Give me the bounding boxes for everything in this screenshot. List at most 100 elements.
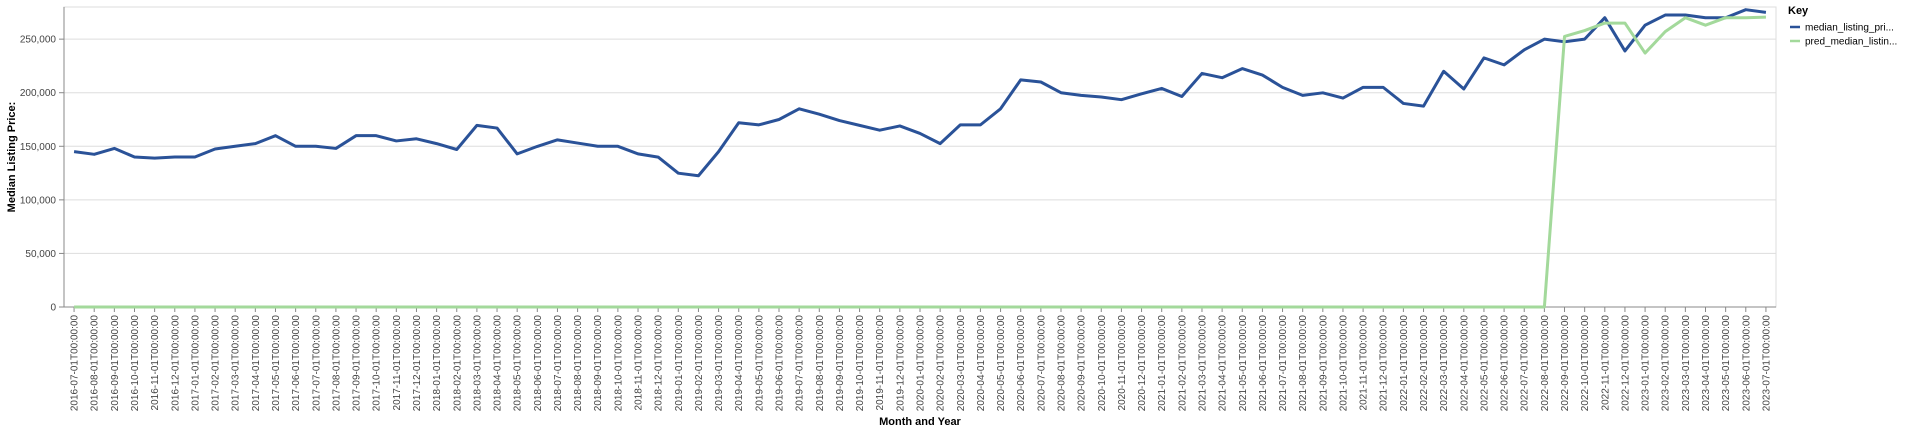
series-line-2 (74, 15, 1766, 309)
x-tick-label: 2022-03-01T00:00:00 (1439, 315, 1450, 412)
x-tick-label: 2019-08-01T00:00:00 (815, 315, 826, 412)
x-tick-label: 2017-11-01T00:00:00 (392, 315, 403, 411)
x-tick-label: 2021-03-01T00:00:00 (1197, 315, 1208, 412)
x-tick-label: 2020-04-01T00:00:00 (976, 315, 987, 412)
x-tick-label: 2022-05-01T00:00:00 (1479, 315, 1490, 412)
x-tick-label: 2021-09-01T00:00:00 (1318, 315, 1329, 412)
legend-label-1: median_listing_pri... (1805, 23, 1894, 34)
x-tick-label: 2017-04-01T00:00:00 (251, 315, 262, 412)
legend-items: median_listing_pri... pred_median_listin.… (1790, 23, 1897, 48)
x-tick-label: 2019-06-01T00:00:00 (775, 315, 786, 412)
x-tick-label: 2017-03-01T00:00:00 (231, 315, 242, 412)
x-tick-label: 2023-02-01T00:00:00 (1661, 315, 1672, 412)
x-tick-label: 2022-11-01T00:00:00 (1600, 315, 1611, 411)
legend-title: Key (1788, 5, 1809, 17)
x-tick-label: 2020-10-01T00:00:00 (1097, 315, 1108, 412)
x-tick-label: 2020-02-01T00:00:00 (936, 315, 947, 412)
x-tick-label: 2019-01-01T00:00:00 (674, 315, 685, 412)
x-tick-label: 2021-01-01T00:00:00 (1157, 315, 1168, 412)
y-tick-label: 150,000 (20, 142, 57, 153)
x-tick-label: 2019-10-01T00:00:00 (855, 315, 866, 412)
x-tick-label: 2017-05-01T00:00:00 (271, 315, 282, 412)
x-tick-label: 2018-06-01T00:00:00 (533, 315, 544, 412)
x-tick-label: 2021-04-01T00:00:00 (1218, 315, 1229, 412)
x-tick-label: 2017-08-01T00:00:00 (331, 315, 342, 412)
x-tick-label: 2021-10-01T00:00:00 (1338, 315, 1349, 412)
x-tick-label: 2022-01-01T00:00:00 (1399, 315, 1410, 412)
x-tick-label: 2019-12-01T00:00:00 (895, 315, 906, 412)
x-tick-label: 2022-07-01T00:00:00 (1520, 315, 1531, 412)
x-axis-title: Month and Year (879, 416, 961, 428)
x-tick-label: 2023-05-01T00:00:00 (1721, 315, 1732, 412)
x-tick-label: 2022-06-01T00:00:00 (1500, 315, 1511, 412)
x-tick-label: 2019-11-01T00:00:00 (875, 315, 886, 411)
x-tick-label: 2020-03-01T00:00:00 (956, 315, 967, 412)
x-tick-label: 2023-06-01T00:00:00 (1741, 315, 1752, 412)
y-tick-label: 200,000 (20, 88, 57, 99)
series-lines (73, 8, 1767, 309)
x-tick-label: 2018-11-01T00:00:00 (634, 315, 645, 411)
x-tick-label: 2018-07-01T00:00:00 (553, 315, 564, 412)
x-tick-label: 2019-04-01T00:00:00 (734, 315, 745, 412)
legend: Key median_listing_pri... pred_median_lis… (1788, 5, 1897, 48)
y-axis-title: Median Listing Price: (6, 102, 18, 213)
x-tick-label: 2018-09-01T00:00:00 (593, 315, 604, 412)
x-tick-label: 2018-01-01T00:00:00 (432, 315, 443, 412)
x-tick-label: 2016-08-01T00:00:00 (90, 315, 101, 412)
x-tick-label: 2020-12-01T00:00:00 (1137, 315, 1148, 412)
x-tick-label: 2017-12-01T00:00:00 (412, 315, 423, 412)
x-tick-label: 2018-08-01T00:00:00 (573, 315, 584, 412)
axes: 0 50,000 100,000 150,000 200,000 250,000 2016-… (20, 7, 1776, 411)
x-tick-label: 2020-06-01T00:00:00 (1016, 315, 1027, 412)
x-tick-label: 2016-09-01T00:00:00 (110, 315, 121, 412)
y-tick-label: 50,000 (25, 249, 56, 260)
x-tick-label: 2018-03-01T00:00:00 (472, 315, 483, 412)
x-tick-label: 2016-10-01T00:00:00 (130, 315, 141, 412)
x-tick-label: 2022-09-01T00:00:00 (1560, 315, 1571, 412)
x-tick-label: 2021-08-01T00:00:00 (1298, 315, 1309, 412)
y-tick-label: 250,000 (20, 35, 57, 46)
x-tick-label: 2017-10-01T00:00:00 (372, 315, 383, 412)
y-tick-label: 0 (50, 303, 56, 314)
x-tick-label: 2018-02-01T00:00:00 (452, 315, 463, 412)
x-tick-label: 2021-02-01T00:00:00 (1177, 315, 1188, 412)
x-tick-label: 2018-10-01T00:00:00 (613, 315, 624, 412)
x-tick-label: 2020-01-01T00:00:00 (916, 315, 927, 412)
x-tick-label: 2020-07-01T00:00:00 (1036, 315, 1047, 412)
x-tick-label: 2019-02-01T00:00:00 (694, 315, 705, 412)
x-tick-label: 2016-11-01T00:00:00 (150, 315, 161, 411)
x-tick-label: 2018-04-01T00:00:00 (493, 315, 504, 412)
x-tick-label: 2018-05-01T00:00:00 (513, 315, 524, 412)
x-tick-label: 2016-12-01T00:00:00 (170, 315, 181, 412)
x-tick-label: 2017-07-01T00:00:00 (311, 315, 322, 412)
x-tick-label: 2023-07-01T00:00:00 (1761, 315, 1772, 412)
x-tick-label: 2022-12-01T00:00:00 (1620, 315, 1631, 412)
x-tick-label: 2019-03-01T00:00:00 (714, 315, 725, 412)
x-tick-label: 2017-01-01T00:00:00 (190, 315, 201, 412)
x-tick-label: 2023-04-01T00:00:00 (1701, 315, 1712, 412)
legend-label-2: pred_median_listin... (1805, 37, 1897, 48)
x-tick-label: 2018-12-01T00:00:00 (654, 315, 665, 412)
y-tick-label: 100,000 (20, 195, 57, 206)
x-tick-label: 2022-02-01T00:00:00 (1419, 315, 1430, 412)
x-tick-label: 2021-11-01T00:00:00 (1359, 315, 1370, 411)
x-tick-label: 2019-09-01T00:00:00 (835, 315, 846, 412)
x-tick-label: 2022-08-01T00:00:00 (1540, 315, 1551, 412)
x-tick-label: 2023-01-01T00:00:00 (1641, 315, 1652, 412)
series-line-1 (73, 8, 1767, 178)
x-tick-label: 2020-05-01T00:00:00 (996, 315, 1007, 412)
x-tick-label: 2020-08-01T00:00:00 (1056, 315, 1067, 412)
x-tick-label: 2022-04-01T00:00:00 (1459, 315, 1470, 412)
x-tick-label: 2020-11-01T00:00:00 (1117, 315, 1128, 411)
x-tick-label: 2022-10-01T00:00:00 (1580, 315, 1591, 412)
x-tick-label: 2016-07-01T00:00:00 (70, 315, 81, 412)
x-tick-label: 2021-07-01T00:00:00 (1278, 315, 1289, 412)
x-tick-label: 2017-06-01T00:00:00 (291, 315, 302, 412)
x-tick-label: 2019-05-01T00:00:00 (754, 315, 765, 412)
x-tick-label: 2021-06-01T00:00:00 (1258, 315, 1269, 412)
x-tick-label: 2021-05-01T00:00:00 (1238, 315, 1249, 412)
x-tick-label: 2019-07-01T00:00:00 (795, 315, 806, 412)
x-tick-label: 2017-09-01T00:00:00 (352, 315, 363, 412)
